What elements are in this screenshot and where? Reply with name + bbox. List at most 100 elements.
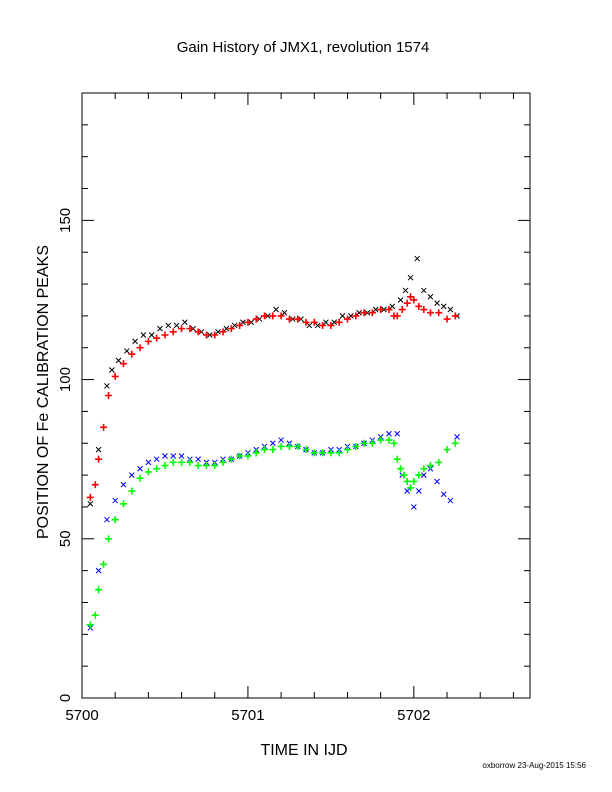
data-point bbox=[144, 468, 152, 476]
data-point bbox=[105, 535, 113, 543]
data-point bbox=[385, 436, 393, 444]
data-point bbox=[202, 331, 210, 339]
data-point bbox=[104, 516, 110, 523]
data-point bbox=[285, 442, 293, 450]
data-point bbox=[420, 465, 428, 473]
data-point bbox=[128, 472, 135, 478]
data-point bbox=[219, 328, 227, 336]
data-point bbox=[136, 474, 144, 482]
data-point bbox=[302, 446, 310, 454]
data-point bbox=[236, 321, 244, 329]
data-point bbox=[385, 306, 393, 314]
data-point bbox=[91, 481, 99, 489]
data-point bbox=[447, 306, 454, 313]
data-point bbox=[194, 462, 202, 470]
data-point bbox=[415, 302, 423, 310]
data-point bbox=[95, 567, 102, 574]
data-point bbox=[269, 440, 276, 447]
y-axis-label: POSITION OF Fe CALIBRATION PEAKS bbox=[35, 245, 52, 539]
data-point bbox=[273, 306, 279, 313]
chart-title: Gain History of JMX1, revolution 1574 bbox=[177, 39, 430, 56]
data-point bbox=[410, 296, 418, 304]
data-point bbox=[335, 449, 343, 457]
data-point bbox=[352, 312, 360, 320]
data-point bbox=[211, 462, 219, 470]
data-point bbox=[339, 313, 346, 319]
data-point bbox=[347, 313, 354, 319]
data-point bbox=[104, 383, 110, 389]
x-tick-label: 5701 bbox=[231, 707, 264, 724]
data-point bbox=[86, 621, 94, 629]
data-point bbox=[278, 437, 284, 443]
data-point bbox=[132, 338, 138, 345]
data-point bbox=[327, 449, 335, 457]
data-point bbox=[109, 367, 115, 373]
data-point bbox=[407, 484, 415, 492]
data-point bbox=[397, 297, 404, 303]
data-point bbox=[105, 392, 113, 399]
data-point bbox=[153, 334, 161, 342]
data-point bbox=[447, 497, 454, 504]
data-point bbox=[451, 439, 459, 447]
data-point bbox=[112, 497, 119, 504]
data-point bbox=[148, 332, 155, 338]
data-point bbox=[310, 318, 318, 326]
data-point bbox=[223, 325, 230, 332]
y-tick-label: 50 bbox=[57, 530, 74, 547]
data-point bbox=[269, 312, 277, 320]
data-point bbox=[161, 331, 169, 339]
x-tick-label: 5700 bbox=[65, 707, 98, 724]
data-point bbox=[410, 477, 418, 485]
series-2 bbox=[87, 430, 460, 631]
data-point bbox=[377, 306, 385, 314]
data-point bbox=[123, 348, 130, 354]
data-point bbox=[128, 350, 136, 358]
data-point bbox=[100, 560, 108, 568]
data-point bbox=[120, 481, 127, 488]
data-point bbox=[227, 455, 235, 463]
data-point bbox=[119, 360, 127, 368]
data-point bbox=[240, 319, 246, 326]
data-point bbox=[157, 325, 163, 332]
data-point bbox=[153, 465, 161, 473]
data-point bbox=[402, 287, 409, 294]
data-point bbox=[390, 439, 398, 447]
data-point bbox=[173, 322, 180, 329]
data-point bbox=[178, 458, 186, 466]
data-point bbox=[368, 309, 376, 317]
series-1 bbox=[86, 293, 459, 501]
data-point bbox=[165, 322, 172, 329]
data-point bbox=[162, 453, 168, 459]
data-point bbox=[115, 357, 122, 364]
data-point bbox=[335, 318, 343, 326]
data-point bbox=[407, 274, 414, 281]
data-point bbox=[352, 442, 360, 450]
data-point bbox=[343, 446, 351, 454]
data-point bbox=[144, 337, 152, 345]
data-point bbox=[389, 303, 396, 310]
data-point bbox=[140, 332, 147, 338]
data-point bbox=[331, 319, 338, 326]
data-point bbox=[372, 306, 379, 313]
data-point bbox=[302, 318, 310, 326]
data-point bbox=[420, 306, 428, 314]
data-point bbox=[440, 491, 447, 498]
data-point bbox=[261, 312, 269, 320]
data-marks bbox=[86, 255, 460, 631]
data-point bbox=[360, 439, 368, 447]
data-point bbox=[410, 504, 417, 510]
data-point bbox=[95, 586, 103, 594]
data-point bbox=[360, 309, 368, 317]
data-point bbox=[306, 322, 313, 329]
data-point bbox=[294, 442, 302, 450]
data-point bbox=[435, 458, 443, 466]
data-point bbox=[414, 255, 421, 262]
data-point bbox=[87, 500, 94, 507]
data-point bbox=[231, 322, 238, 329]
data-point bbox=[111, 516, 119, 524]
data-point bbox=[236, 452, 244, 460]
data-point bbox=[426, 462, 434, 470]
x-axis-label: TIME IN IJD bbox=[260, 742, 347, 759]
data-point bbox=[310, 449, 318, 457]
